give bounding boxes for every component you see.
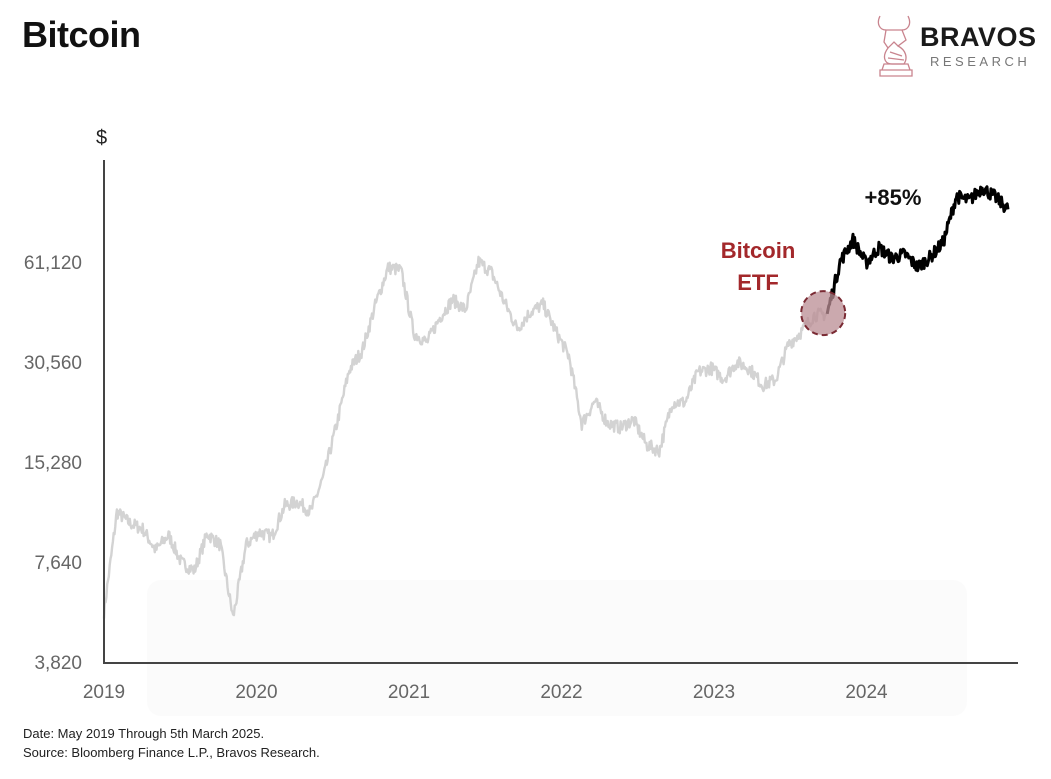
x-tick-label: 2022 <box>540 682 582 703</box>
y-tick-label: 7,640 <box>34 553 82 574</box>
x-tick-label: 2019 <box>83 682 125 703</box>
bull-knight-icon <box>877 15 913 77</box>
chart-title: Bitcoin <box>22 14 141 55</box>
etf-marker <box>800 290 847 337</box>
y-axis-label: $ <box>96 127 107 149</box>
logo-name: BRAVOS <box>920 22 1037 52</box>
footer-date-note: Date: May 2019 Through 5th March 2025. <box>23 726 265 741</box>
x-tick-label: 2024 <box>845 682 888 703</box>
annotation-etf: ETF <box>737 270 779 295</box>
logo-sub: RESEARCH <box>930 54 1031 69</box>
video-controls-overlay <box>147 580 967 716</box>
x-tick-label: 2020 <box>235 682 277 703</box>
x-tick-label: 2021 <box>388 682 430 703</box>
annotation-bitcoin: Bitcoin <box>721 238 796 263</box>
bravos-logo: BRAVOS RESEARCH <box>872 12 1042 80</box>
footer-source: Source: Bloomberg Finance L.P., Bravos R… <box>23 745 320 760</box>
annotation-gain: +85% <box>865 185 922 210</box>
x-tick-label: 2023 <box>693 682 735 703</box>
y-tick-label: 3,820 <box>34 653 82 674</box>
y-tick-label: 30,560 <box>24 353 82 374</box>
y-tick-label: 61,120 <box>24 253 82 274</box>
price-line-pre-etf <box>102 255 828 619</box>
price-line-post-etf <box>825 185 1010 315</box>
y-tick-label: 15,280 <box>24 453 82 474</box>
